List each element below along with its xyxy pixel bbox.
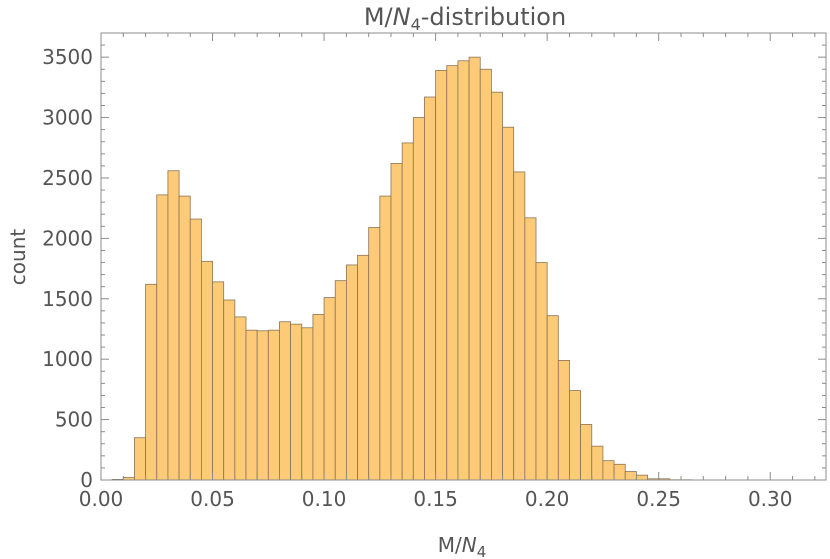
histogram-bar: [412, 117, 425, 481]
histogram-bar: [613, 463, 626, 481]
x-tick-label: 0.10: [302, 487, 347, 511]
histogram-bar: [156, 194, 169, 481]
histogram-bar: [189, 218, 202, 481]
histogram-bar: [167, 170, 180, 481]
histogram-bar: [602, 460, 615, 481]
y-tick-label: 1000: [42, 347, 93, 371]
histogram-bar: [379, 195, 392, 481]
y-tick-label: 500: [55, 408, 93, 432]
histogram-bar: [468, 56, 481, 481]
histogram-bar: [490, 91, 503, 481]
histogram-bar: [234, 316, 247, 481]
histogram-bar: [345, 264, 358, 481]
histogram-bar: [535, 262, 548, 481]
x-tick-label: 0.15: [413, 487, 458, 511]
histogram-bar: [334, 280, 347, 481]
histogram-bar: [557, 359, 570, 481]
y-tick-label: 3500: [42, 45, 93, 69]
histogram-bar: [569, 390, 582, 481]
y-tick-label: 0: [80, 468, 93, 492]
histogram-bar: [223, 299, 236, 481]
chart-title: M/N4-distribution: [364, 3, 566, 34]
y-tick-label: 2500: [42, 166, 93, 190]
histogram-bar: [267, 329, 280, 481]
histogram-bar: [245, 329, 258, 481]
histogram-bar: [513, 171, 526, 481]
x-tick-label: 0.20: [525, 487, 570, 511]
plot-frame: [100, 32, 827, 481]
y-axis-title: count: [6, 229, 30, 286]
histogram-bar: [524, 217, 537, 481]
histogram-bar: [635, 474, 648, 481]
histogram-bar: [479, 68, 492, 481]
x-tick-label: 0.30: [748, 487, 793, 511]
histogram-bar: [256, 330, 269, 481]
histogram-bar: [591, 445, 604, 481]
histogram-bar: [424, 96, 437, 481]
histogram-bar: [580, 424, 593, 481]
tick-labels-group: 0.00 0.05 0.10 0.15 0.20 0.25 0.30 0 500 1000 1500…: [42, 45, 792, 511]
histogram-bar: [134, 437, 147, 481]
histogram-bar: [212, 281, 225, 481]
histogram-bar: [145, 283, 158, 481]
y-tick-label: 2000: [42, 226, 93, 250]
histogram-bar: [390, 163, 403, 481]
histogram-bar: [435, 70, 448, 481]
y-tick-label: 3000: [42, 106, 93, 130]
bars-group: [111, 56, 693, 481]
x-axis-title: M/N4: [438, 533, 487, 559]
histogram-bar: [457, 60, 470, 481]
x-tick-label: 0.00: [79, 487, 124, 511]
y-tick-label: 1500: [42, 287, 93, 311]
x-tick-label: 0.25: [636, 487, 681, 511]
histogram-bar: [301, 327, 314, 481]
histogram-bar: [178, 195, 191, 481]
ticks-group: [100, 32, 826, 481]
histogram-bar: [200, 260, 213, 481]
histogram-bar: [357, 254, 370, 481]
histogram-bar: [368, 227, 381, 481]
x-tick-label: 0.05: [190, 487, 235, 511]
histogram-bar: [401, 142, 414, 481]
histogram-bar: [279, 321, 292, 481]
histogram-bar: [312, 314, 325, 481]
histogram-bar: [446, 65, 459, 481]
histogram-bar: [323, 297, 336, 481]
histogram-bar: [502, 126, 515, 481]
histogram-bar: [546, 315, 559, 481]
histogram-bar: [624, 471, 637, 481]
histogram-bar: [290, 323, 303, 481]
